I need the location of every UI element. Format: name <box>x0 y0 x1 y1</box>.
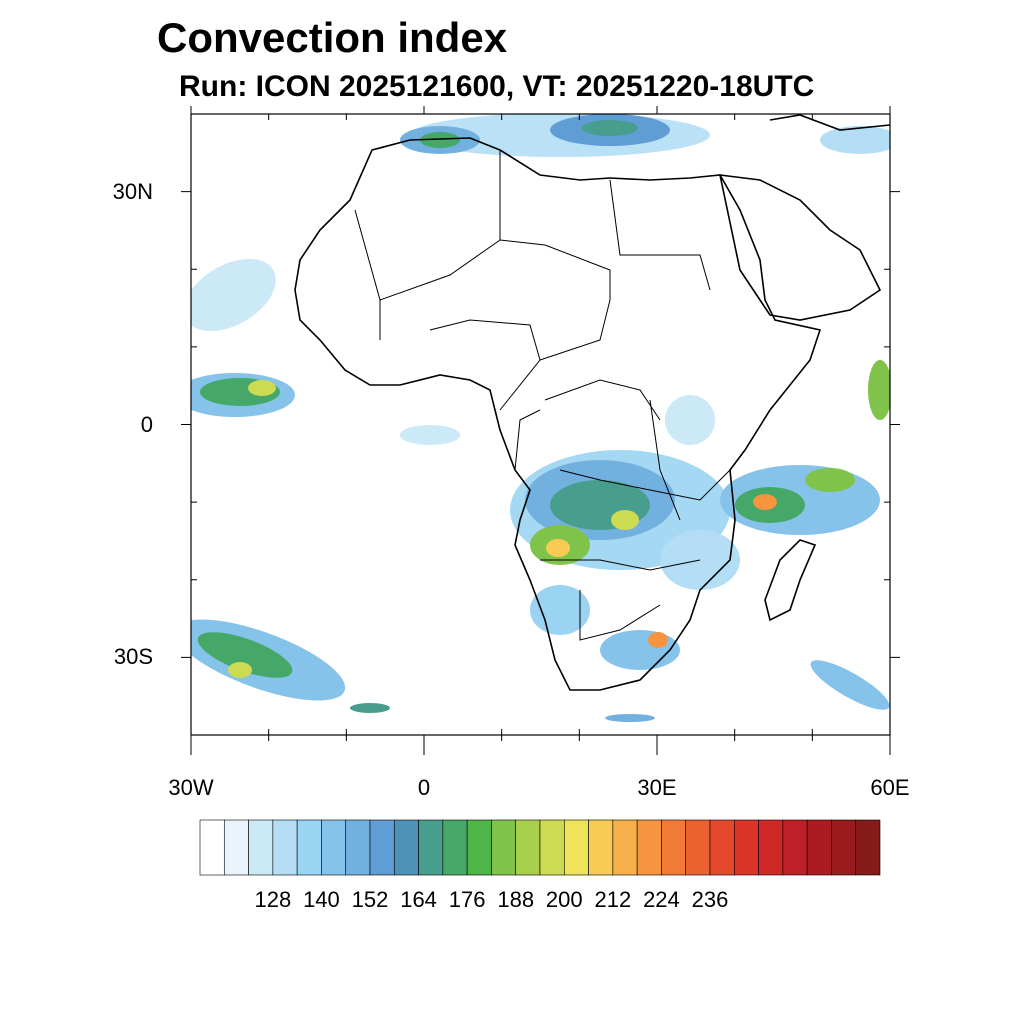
colorbar-swatch <box>223 819 249 876</box>
chart-title: Convection index <box>157 14 508 61</box>
colorbar-label: 224 <box>643 887 680 912</box>
lat-label: 30N <box>112 178 153 204</box>
lon-label: 60E <box>870 775 910 800</box>
colorbar-swatch <box>758 819 784 876</box>
colorbar-label: 188 <box>497 887 535 912</box>
colorbar-swatch <box>199 819 225 876</box>
colorbar-swatch <box>806 819 832 876</box>
colorbar-swatch <box>709 819 735 876</box>
colorbar-swatch <box>466 819 492 876</box>
colorbar-swatch <box>733 819 759 876</box>
colorbar-swatch <box>612 819 638 876</box>
colorbar-label: 128 <box>254 887 292 912</box>
colorbar-swatch <box>321 819 347 876</box>
plot-frame <box>190 113 891 736</box>
lat-label: 0 <box>140 411 153 437</box>
colorbar-swatch <box>515 819 541 876</box>
colorbar-swatch <box>272 819 298 876</box>
colorbar-swatch <box>442 819 468 876</box>
colorbar-swatch <box>539 819 565 876</box>
colorbar-swatch <box>491 819 517 876</box>
colorbar-swatch <box>393 819 419 876</box>
country-borders <box>354 150 731 641</box>
colorbar-label: 200 <box>545 887 583 912</box>
colorbar-swatch <box>563 819 589 876</box>
lon-label: 30W <box>168 775 214 800</box>
coastlines <box>294 114 890 691</box>
colorbar-swatch <box>661 819 687 876</box>
colorbar-swatch <box>248 819 274 876</box>
colorbar-swatch <box>782 819 808 876</box>
colorbar-label: 212 <box>594 887 632 912</box>
colorbar-label: 140 <box>303 887 340 912</box>
colorbar-label: 236 <box>691 887 729 912</box>
colorbar-swatch <box>588 819 614 876</box>
colorbar-swatch <box>831 819 857 876</box>
chart-subtitle: Run: ICON 2025121600, VT: 20251220-18UTC <box>179 70 815 103</box>
colorbar-swatch <box>418 819 444 876</box>
axis-ticks <box>181 106 900 755</box>
colorbar-swatch <box>345 819 371 876</box>
colorbar-swatch <box>636 819 662 876</box>
colorbar-swatch <box>685 819 711 876</box>
colorbar-swatch <box>855 819 881 876</box>
colorbar-label: 164 <box>400 887 437 912</box>
convection-field <box>191 114 890 722</box>
colorbar-swatch <box>296 819 322 876</box>
colorbar-label: 152 <box>351 887 389 912</box>
lon-label: 30E <box>637 775 677 800</box>
colorbar <box>199 819 881 876</box>
colorbar-swatch <box>369 819 395 876</box>
colorbar-label: 176 <box>448 887 486 912</box>
lat-label: 30S <box>113 644 153 670</box>
lon-label: 0 <box>417 775 431 800</box>
